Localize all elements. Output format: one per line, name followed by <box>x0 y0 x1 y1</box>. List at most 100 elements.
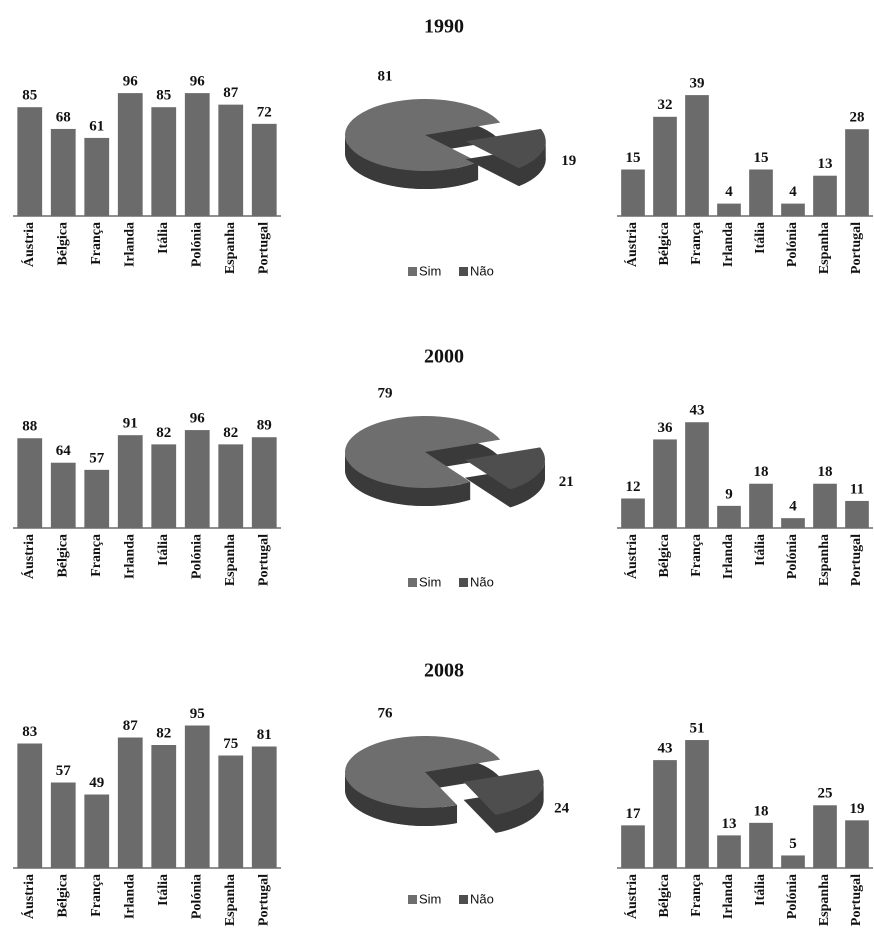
legend-swatch <box>408 578 417 587</box>
pie-slice-side <box>345 135 479 189</box>
bar <box>845 500 869 528</box>
bar <box>117 93 143 216</box>
bar <box>749 822 773 868</box>
category-label: França <box>689 222 704 265</box>
legend-swatch <box>459 895 468 904</box>
category-label: Espanha <box>223 534 238 586</box>
value-label: 13 <box>722 816 737 832</box>
category-label: França <box>689 534 704 577</box>
value-label: 36 <box>658 420 674 436</box>
pie-slice <box>345 99 501 172</box>
value-label: 18 <box>754 803 769 819</box>
category-label: Itália <box>753 222 768 254</box>
category-label: Espanha <box>817 534 832 586</box>
value-label: 81 <box>257 727 272 743</box>
value-label: 82 <box>156 725 171 741</box>
bar <box>50 462 76 528</box>
category-label: Polónia <box>189 534 204 579</box>
value-label: 87 <box>123 718 139 734</box>
value-label: 4 <box>789 499 797 515</box>
legend-label: Sim <box>419 263 441 278</box>
bar <box>117 435 143 528</box>
legend-label: Não <box>470 263 494 278</box>
category-label: França <box>89 534 104 577</box>
category-label: Irlanda <box>721 534 736 579</box>
value-label: 5 <box>789 836 797 852</box>
legend-swatch <box>408 895 417 904</box>
value-label: 15 <box>626 150 641 166</box>
pie-slice <box>465 128 546 169</box>
pie-value-label: 21 <box>559 474 574 490</box>
legend-label: Sim <box>419 574 441 589</box>
bar <box>17 107 43 216</box>
category-label: Bélgica <box>657 534 672 578</box>
value-label: 88 <box>22 419 37 435</box>
bar <box>653 116 677 216</box>
bar <box>685 95 709 216</box>
category-label: Portugal <box>256 874 271 926</box>
value-label: 87 <box>223 85 239 101</box>
pie-slice <box>345 415 501 488</box>
value-label: 91 <box>123 416 138 432</box>
category-label: Irlanda <box>721 874 736 919</box>
bar <box>845 129 869 216</box>
value-label: 72 <box>257 104 272 120</box>
bar <box>218 444 244 528</box>
value-label: 85 <box>156 88 171 104</box>
bar <box>151 745 177 868</box>
bar <box>184 725 210 868</box>
value-label: 25 <box>818 786 833 802</box>
category-label: Portugal <box>256 222 271 274</box>
category-label: Itália <box>753 534 768 566</box>
bar <box>717 505 741 528</box>
value-label: 89 <box>257 418 272 434</box>
value-label: 95 <box>190 706 205 722</box>
bar <box>813 483 837 528</box>
category-label: Irlanda <box>122 222 137 267</box>
legend-label: Não <box>470 574 494 589</box>
value-label: 17 <box>626 806 642 822</box>
value-label: 57 <box>56 763 72 779</box>
category-label: Itália <box>156 222 171 254</box>
chart-title: 2000 <box>424 346 464 368</box>
bar <box>685 422 709 528</box>
category-label: Áustria <box>623 222 640 267</box>
category-label: Áustria <box>20 534 37 579</box>
bar <box>84 469 110 528</box>
bar <box>621 169 645 216</box>
bar <box>218 755 244 868</box>
category-label: Polónia <box>189 874 204 919</box>
value-label: 13 <box>818 156 833 172</box>
pie-value-label: 24 <box>554 800 570 816</box>
bar <box>813 805 837 868</box>
value-label: 4 <box>725 184 733 200</box>
category-label: Irlanda <box>122 534 137 579</box>
value-label: 96 <box>190 74 206 90</box>
pie-slice-side <box>518 141 546 187</box>
legend-swatch <box>459 267 468 276</box>
bar <box>184 430 210 528</box>
value-label: 83 <box>22 724 37 740</box>
category-label: Bélgica <box>55 222 70 266</box>
category-label: França <box>89 874 104 917</box>
category-label: Bélgica <box>657 874 672 918</box>
chart-title: 1990 <box>424 16 464 38</box>
pie-value-label: 81 <box>378 68 393 84</box>
pie-slice-side <box>495 781 544 833</box>
category-label: Polónia <box>189 222 204 267</box>
bar <box>653 439 677 528</box>
bar <box>84 137 110 216</box>
value-label: 9 <box>725 486 733 502</box>
pie-slice-side <box>510 459 545 508</box>
category-label: Bélgica <box>55 874 70 918</box>
bar <box>17 743 43 868</box>
bar <box>749 169 773 216</box>
value-label: 57 <box>89 450 105 466</box>
category-label: Bélgica <box>657 222 672 266</box>
legend-label: Não <box>470 891 494 906</box>
bar <box>781 855 805 868</box>
value-label: 19 <box>850 801 865 817</box>
bar <box>813 175 837 216</box>
pie-value-label: 76 <box>378 705 394 721</box>
value-label: 43 <box>690 403 705 419</box>
